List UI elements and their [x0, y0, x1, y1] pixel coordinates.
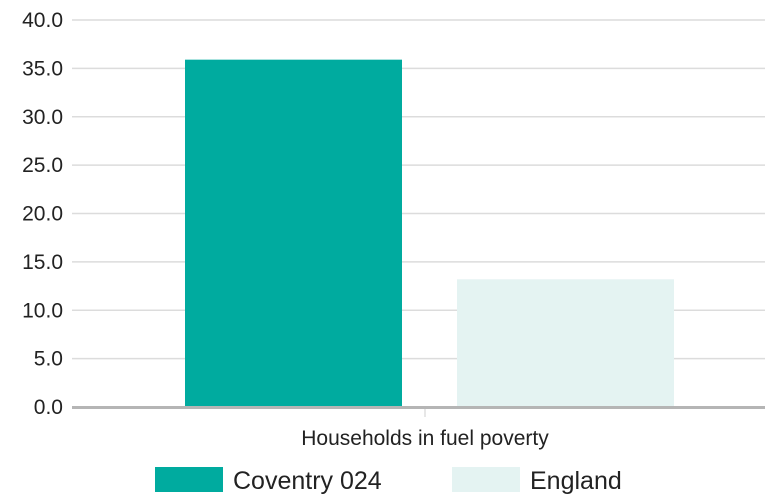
y-tick-label: 40.0: [22, 9, 63, 32]
y-tick-label: 30.0: [22, 106, 63, 129]
bars: [185, 59, 674, 407]
bar-england: [457, 279, 674, 407]
legend-label-england: England: [530, 467, 622, 495]
y-tick-label: 25.0: [22, 154, 63, 177]
bar-coventry-024: [185, 59, 402, 407]
y-tick-label: 35.0: [22, 57, 63, 80]
y-tick-label: 15.0: [22, 251, 63, 274]
legend-swatch-england: [452, 467, 520, 492]
y-tick-label: 10.0: [22, 299, 63, 322]
y-tick-label: 0.0: [34, 396, 63, 419]
y-tick-label: 5.0: [34, 348, 63, 371]
y-tick-label: 20.0: [22, 203, 63, 226]
legend: Coventry 024 England: [155, 467, 622, 495]
legend-swatch-coventry-024: [155, 467, 223, 492]
x-axis-category-label: Households in fuel poverty: [301, 427, 549, 450]
y-axis-tick-labels: 0.0 5.0 10.0 15.0 20.0 25.0 30.0 35.0 40.0: [22, 9, 63, 419]
legend-label-coventry-024: Coventry 024: [233, 467, 382, 495]
